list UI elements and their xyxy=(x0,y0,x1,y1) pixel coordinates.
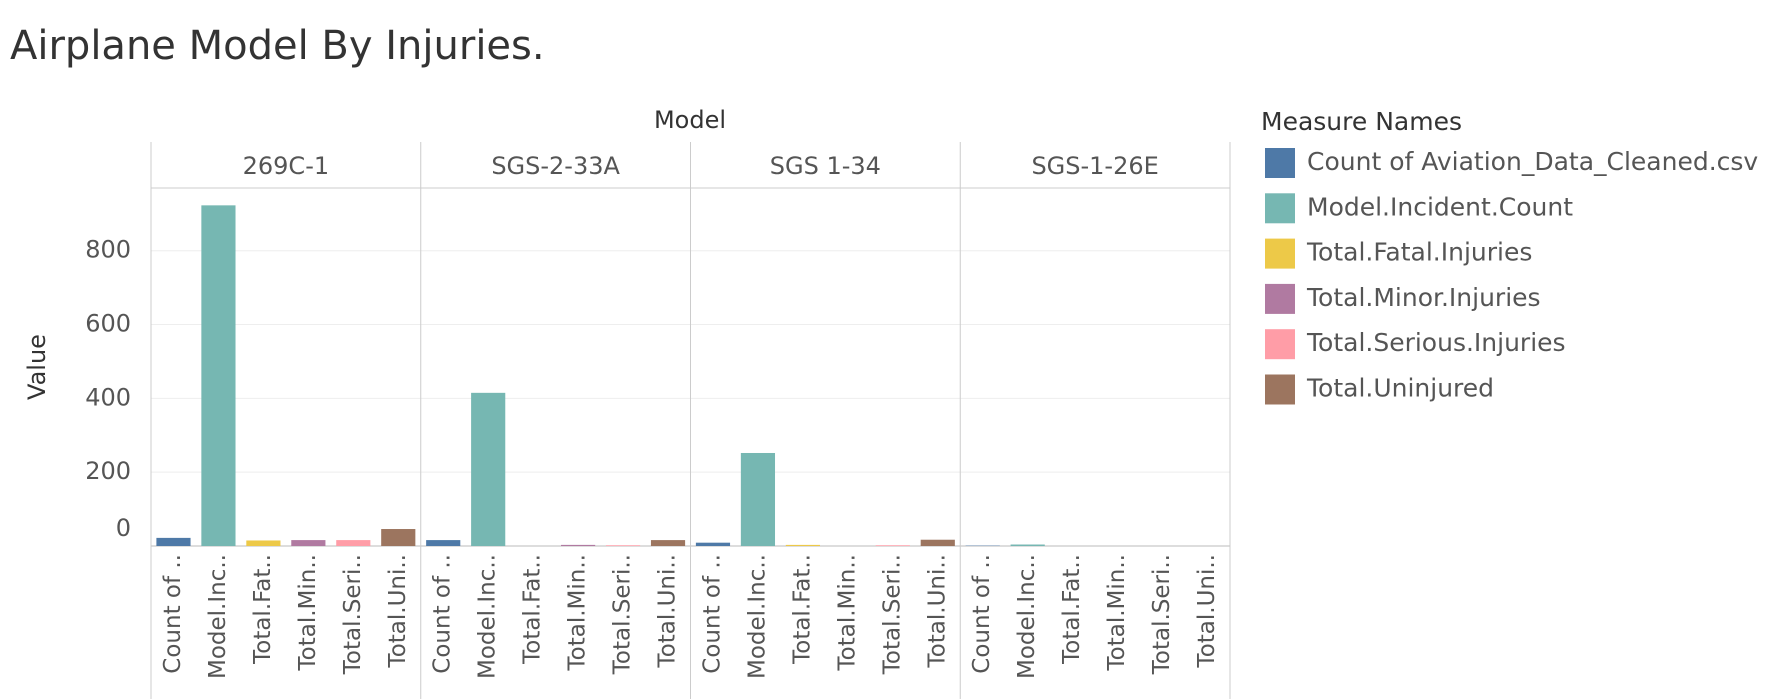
bar xyxy=(605,545,641,546)
x-tick-label: Model.Inc.. xyxy=(475,554,501,679)
x-tick-label: Model.Inc.. xyxy=(205,554,231,679)
x-tick-label: Count of .. xyxy=(699,554,725,674)
legend-swatch xyxy=(1265,329,1295,360)
y-tick-label: 800 xyxy=(85,236,131,264)
bar xyxy=(156,537,191,546)
x-tick-label: Count of .. xyxy=(969,554,995,674)
x-tick-label: Total.Uni.. xyxy=(1194,554,1220,668)
x-tick-label: Total.Seri.. xyxy=(1149,554,1175,675)
legend-label: Model.Incident.Count xyxy=(1307,192,1573,221)
bar xyxy=(695,542,731,546)
bar xyxy=(875,545,910,546)
legend-swatch xyxy=(1265,148,1295,178)
bar xyxy=(920,539,955,546)
y-tick-label: 600 xyxy=(85,310,131,338)
x-tick-label: Total.Seri.. xyxy=(879,554,905,675)
bar xyxy=(381,529,416,546)
x-tick-label: Model.Inc.. xyxy=(1014,554,1040,679)
x-tick-label: Total.Fat.. xyxy=(520,554,546,665)
y-tick-label: 200 xyxy=(85,457,131,485)
panel-header: SGS-2-33A xyxy=(491,152,620,180)
column-header: Model xyxy=(654,106,726,134)
x-tick-label: Total.Seri.. xyxy=(340,554,366,675)
y-tick-label: 400 xyxy=(85,383,131,411)
bar xyxy=(426,540,461,546)
legend-label: Count of Aviation_Data_Cleaned.csv xyxy=(1307,147,1758,176)
x-tick-label: Model.Inc.. xyxy=(744,554,770,679)
x-tick-label: Total.Fat.. xyxy=(1059,554,1085,665)
bar xyxy=(246,540,281,546)
legend-label: Total.Minor.Injuries xyxy=(1306,283,1541,312)
bar xyxy=(291,540,326,546)
y-tick-label: 0 xyxy=(116,514,131,542)
x-tick-label: Total.Uni.. xyxy=(924,554,950,668)
panel-header: SGS-1-26E xyxy=(1031,152,1158,180)
x-tick-label: Total.Uni.. xyxy=(655,554,681,668)
y-axis-label: Value xyxy=(23,334,51,400)
bar xyxy=(471,392,506,546)
legend-swatch xyxy=(1265,238,1295,269)
panel-header: 269C-1 xyxy=(243,152,330,180)
x-tick-label: Total.Fat.. xyxy=(789,554,815,665)
legend-title: Measure Names xyxy=(1261,107,1462,136)
legend-label: Total.Serious.Injuries xyxy=(1306,328,1566,357)
chart-title: Airplane Model By Injuries. xyxy=(10,23,545,69)
x-tick-label: Count of .. xyxy=(160,554,186,674)
x-tick-label: Count of .. xyxy=(430,554,456,674)
panel-header: SGS 1-34 xyxy=(770,152,881,180)
legend-label: Total.Uninjured xyxy=(1306,374,1494,403)
legend-swatch xyxy=(1265,374,1295,405)
bar xyxy=(201,205,236,547)
x-tick-label: Total.Fat.. xyxy=(250,554,276,665)
x-tick-label: Total.Min.. xyxy=(834,554,860,671)
bar xyxy=(1010,544,1045,546)
x-tick-label: Total.Uni.. xyxy=(385,554,411,668)
x-tick-label: Total.Min.. xyxy=(565,554,591,671)
bar xyxy=(336,540,371,546)
x-tick-label: Total.Seri.. xyxy=(610,554,636,675)
x-tick-label: Total.Min.. xyxy=(1104,554,1130,671)
bar xyxy=(740,452,776,546)
bar xyxy=(785,544,820,546)
legend-label: Total.Fatal.Injuries xyxy=(1306,238,1532,267)
legend-swatch xyxy=(1265,283,1295,314)
legend-swatch xyxy=(1265,193,1295,224)
x-tick-label: Total.Min.. xyxy=(295,554,321,671)
bar xyxy=(561,544,596,546)
bar xyxy=(650,540,686,546)
